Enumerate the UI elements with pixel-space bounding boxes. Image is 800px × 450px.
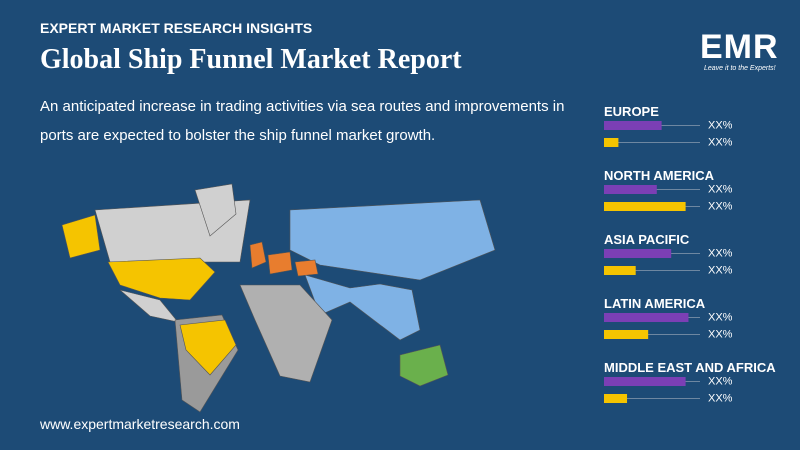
bar-label: XX% bbox=[708, 136, 733, 148]
bar-label: XX% bbox=[708, 375, 733, 387]
region-name: EUROPE bbox=[604, 104, 659, 119]
logo-tagline: Leave it to the Experts! bbox=[704, 65, 776, 72]
region-name: NORTH AMERICA bbox=[604, 168, 715, 183]
title: Global Ship Funnel Market Report bbox=[40, 44, 462, 75]
bar bbox=[604, 185, 657, 194]
world-map bbox=[61, 183, 496, 413]
logo: EMR bbox=[700, 28, 779, 66]
bar bbox=[604, 394, 628, 403]
bar bbox=[604, 121, 662, 130]
bar bbox=[604, 330, 649, 339]
region-name: MIDDLE EAST AND AFRICA bbox=[604, 360, 776, 375]
region-name: LATIN AMERICA bbox=[604, 296, 706, 311]
region-name: ASIA PACIFIC bbox=[604, 232, 690, 247]
bar bbox=[604, 202, 686, 211]
website: www.expertmarketresearch.com bbox=[40, 416, 240, 432]
bar bbox=[604, 249, 672, 258]
description: An anticipated increase in trading activ… bbox=[40, 98, 565, 144]
bar bbox=[604, 138, 619, 147]
bar bbox=[604, 266, 636, 275]
bar-label: XX% bbox=[708, 183, 733, 195]
bar-label: XX% bbox=[708, 311, 733, 323]
bar bbox=[604, 313, 689, 322]
bar-label: XX% bbox=[708, 247, 733, 259]
bar bbox=[604, 377, 686, 386]
kicker: EXPERT MARKET RESEARCH INSIGHTS bbox=[40, 20, 313, 36]
bar-label: XX% bbox=[708, 264, 733, 276]
bar-label: XX% bbox=[708, 328, 733, 340]
bar-label: XX% bbox=[708, 200, 733, 212]
bar-label: XX% bbox=[708, 392, 733, 404]
bar-label: XX% bbox=[708, 119, 733, 131]
